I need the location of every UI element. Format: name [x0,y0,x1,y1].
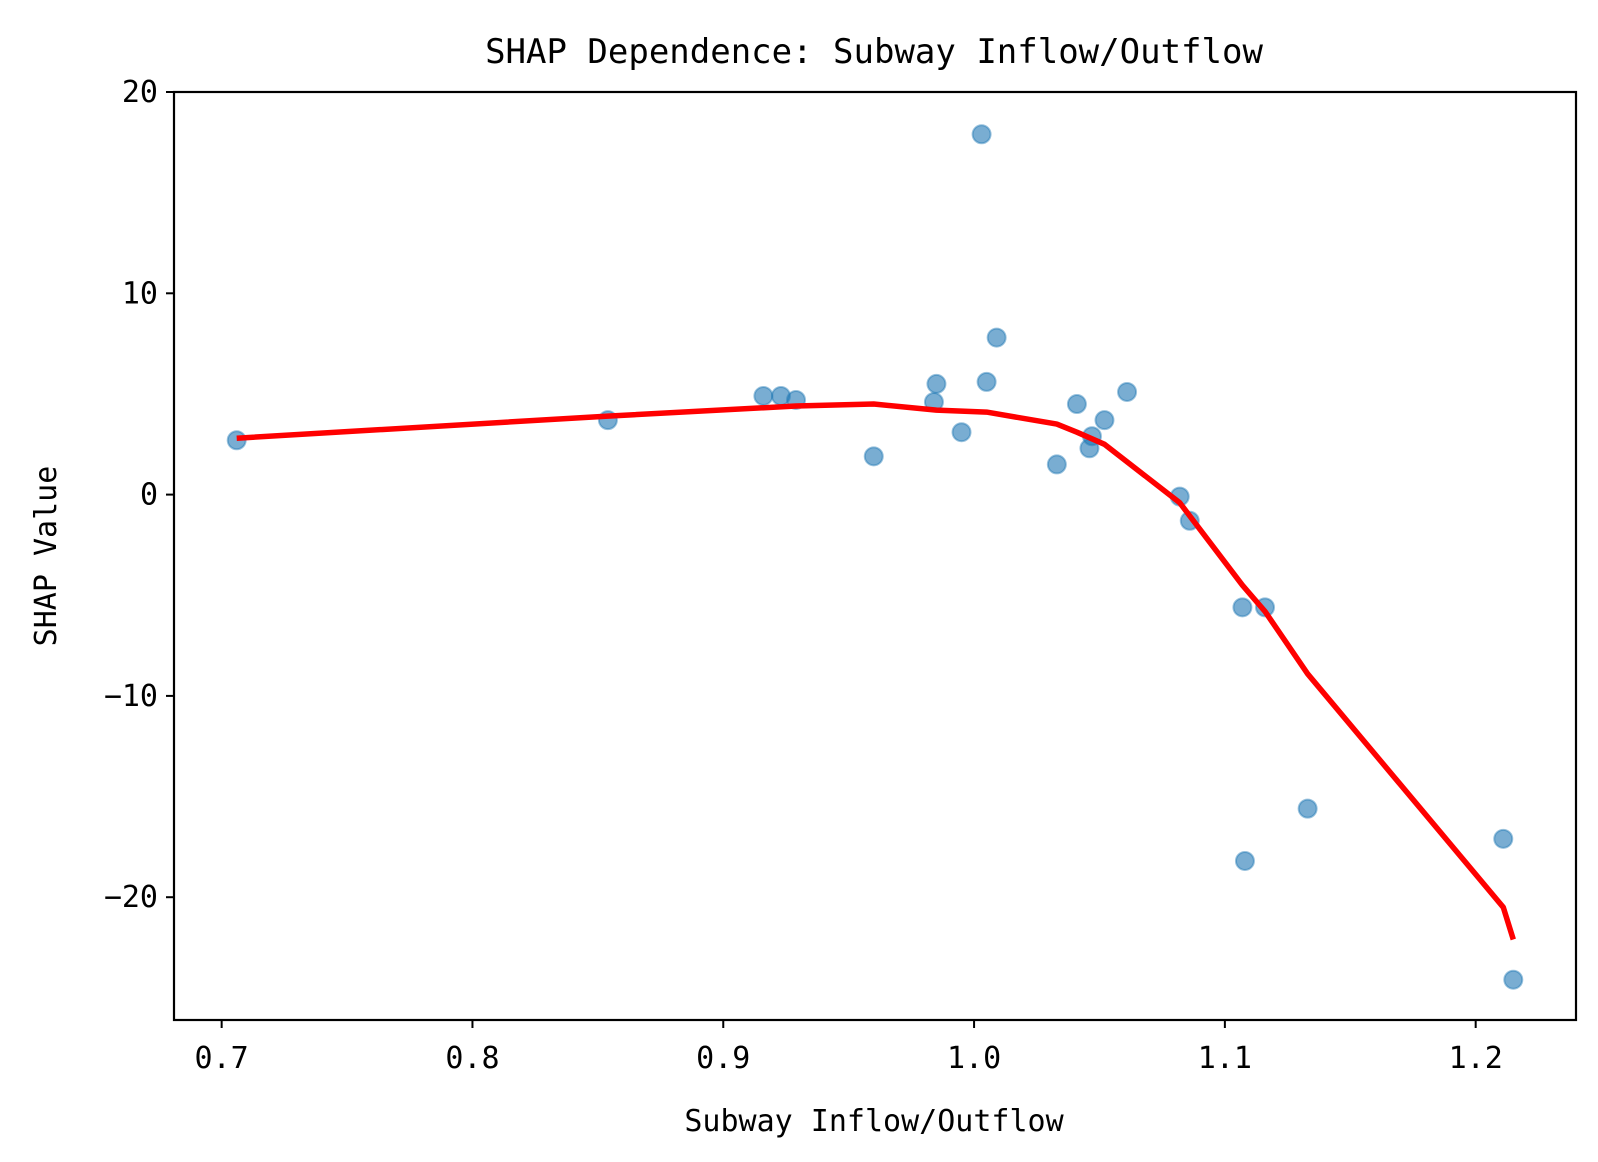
y-tick-label: −10 [104,679,158,714]
y-tick-label: 0 [140,478,158,513]
x-tick-label: 1.1 [1198,1041,1252,1076]
scatter-point-3 [753,385,774,406]
scatter-point-22 [1234,850,1255,871]
scatter-point-26 [1503,969,1524,990]
y-axis-label: SHAP Value [29,466,64,647]
x-tick-label: 0.9 [696,1041,750,1076]
scatter-point-8 [926,373,947,394]
y-tick-label: −20 [104,880,158,915]
scatter-point-14 [1066,394,1087,415]
plot-area [226,124,1524,990]
x-axis-label: Subway Inflow/Outflow [684,1104,1064,1139]
trend-line [236,401,1516,941]
scatter-point-6 [863,446,884,467]
scatter-point-24 [1297,798,1318,819]
axis-ticks: 0.7 0.8 0.9 1.0 1.1 1.2 20 10 0 −10 −20 [104,75,1503,1076]
x-tick-label: 0.8 [445,1041,499,1076]
y-tick-label: 10 [122,276,158,311]
scatter-point-12 [986,327,1007,348]
x-tick-label: 1.0 [947,1041,1001,1076]
x-tick-label: 0.7 [195,1041,249,1076]
scatter-point-13 [1046,454,1067,475]
scatter-point-17 [1094,410,1115,431]
y-tick-label: 20 [122,75,158,110]
scatter-point-18 [1117,381,1138,402]
scatter-point-9 [951,422,972,443]
scatter-point-10 [971,124,992,145]
scatter-point-21 [1232,597,1253,618]
scatter-point-11 [976,371,997,392]
x-tick-label: 1.2 [1449,1041,1503,1076]
scatter-point-25 [1493,828,1514,849]
axes-frame [172,90,1578,1022]
chart-title: SHAP Dependence: Subway Inflow/Outflow [485,32,1263,72]
